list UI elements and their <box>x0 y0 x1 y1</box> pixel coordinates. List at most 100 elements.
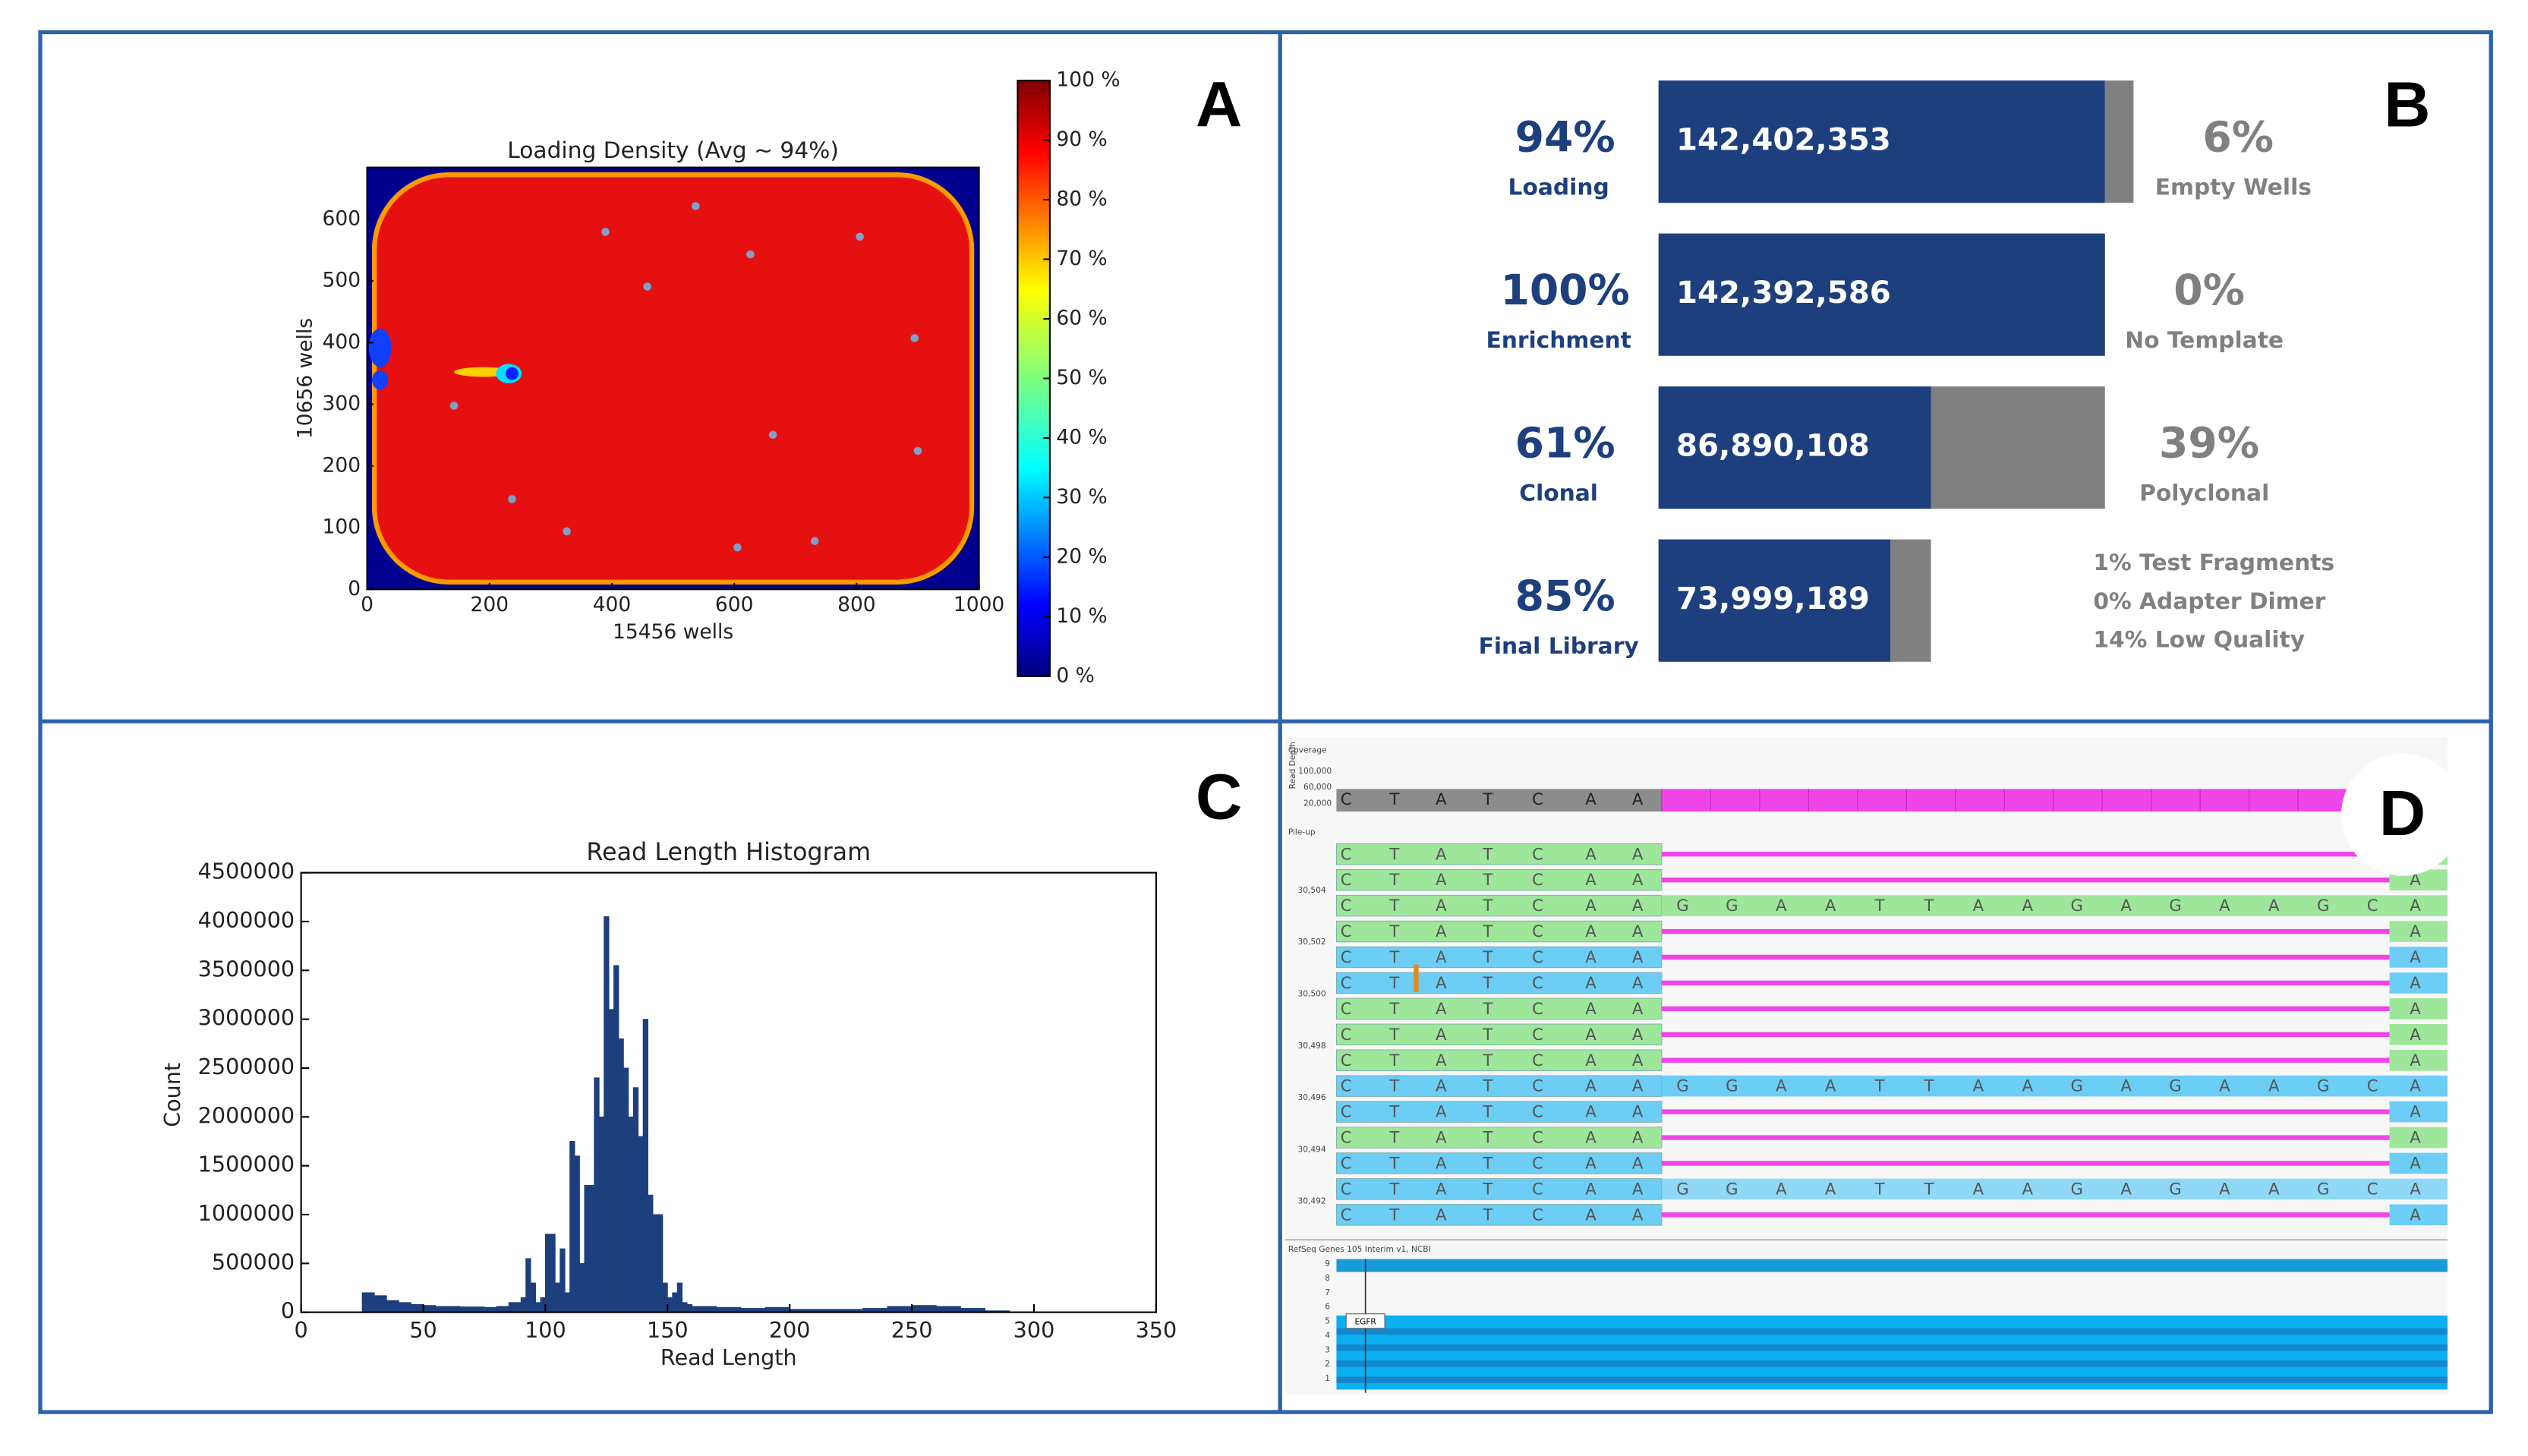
pileup-title: Pile-up <box>1288 828 1316 837</box>
read-right <box>2389 1101 2448 1123</box>
track-tick: 9 <box>1325 1259 1330 1268</box>
tail-base: A <box>2410 974 2421 993</box>
x-tick-label: 250 <box>891 1317 933 1343</box>
read-base: T <box>1482 845 1493 864</box>
insert-base: G <box>2169 1077 2181 1096</box>
read-right <box>2389 998 2448 1020</box>
insert-base: A <box>2268 1077 2280 1096</box>
note: 14% Low Quality <box>2093 627 2305 654</box>
read-base: C <box>1532 948 1543 967</box>
histogram-bar <box>569 1141 575 1313</box>
y-tick-label: 1500000 <box>198 1152 295 1177</box>
read-base: A <box>1632 1205 1644 1224</box>
read-insert <box>1661 1075 2448 1097</box>
funnel-segment <box>1658 386 1931 509</box>
colorbar-tick-label: 50 % <box>1056 366 1107 389</box>
read-base: A <box>1436 1155 1447 1174</box>
histogram-bar <box>628 1116 634 1313</box>
colorbar-tick-label: 10 % <box>1056 604 1107 628</box>
bar-value-label: 142,392,586 <box>1676 275 1891 310</box>
y-tick-label: 4000000 <box>198 907 295 933</box>
heatmap-body <box>377 177 969 580</box>
histogram-bar <box>887 1306 913 1313</box>
insert-base: T <box>1924 897 1935 916</box>
coverage-title: Coverage <box>1288 745 1327 755</box>
read-left <box>1336 894 1663 917</box>
tail-base: A <box>2410 1103 2421 1122</box>
insert-base: G <box>2070 1077 2082 1096</box>
read-base: A <box>1632 1180 1644 1199</box>
panel-letter: D <box>2379 777 2426 849</box>
read-base: C <box>1341 1051 1352 1070</box>
read-base: A <box>1585 1129 1597 1148</box>
read-left <box>1336 920 1663 943</box>
read-right <box>2389 1152 2448 1174</box>
colorbar-tick-label: 0 % <box>1056 663 1094 687</box>
read-base: A <box>1632 922 1644 941</box>
histogram-bar <box>657 1214 664 1313</box>
read-insert <box>1661 1178 2448 1200</box>
read-base: C <box>1532 1180 1543 1199</box>
remainder-percent: 6% <box>2202 114 2274 162</box>
tail-base: A <box>2410 897 2421 916</box>
track-tick: 6 <box>1325 1303 1330 1312</box>
read-base: C <box>1341 1155 1352 1174</box>
read-insert <box>1661 895 2448 916</box>
histogram-bar <box>682 1302 688 1313</box>
x-tick-label: 400 <box>593 593 632 616</box>
read-base: A <box>1632 1129 1644 1148</box>
read-base: A <box>1436 897 1447 916</box>
x-axis-label: Read Length <box>660 1344 797 1370</box>
read-base: A <box>1436 922 1447 941</box>
x-tick-label: 200 <box>769 1317 811 1343</box>
position-label: 30,502 <box>1298 938 1326 947</box>
plot-frame <box>366 166 980 591</box>
read-base: A <box>1632 948 1644 967</box>
histogram-bar <box>642 1019 648 1313</box>
stage-name: Clonal <box>1519 481 1598 507</box>
read-base: A <box>1632 871 1644 890</box>
histogram-bar <box>632 1087 639 1313</box>
histogram-bar <box>374 1295 387 1313</box>
read-base: T <box>1482 897 1493 916</box>
tail-base: A <box>2410 1026 2421 1045</box>
histogram-bar <box>604 916 610 1313</box>
funnel-segment <box>2104 80 2134 203</box>
read-base: A <box>1632 1000 1644 1019</box>
depth-tick: 100,000 <box>1298 767 1332 776</box>
insert-base: T <box>1874 897 1886 916</box>
read-base: T <box>1389 1155 1400 1174</box>
read-base: T <box>1389 1129 1400 1148</box>
histogram-bar <box>618 1038 624 1313</box>
read-base: A <box>1436 1103 1447 1122</box>
histogram-bar <box>471 1306 485 1313</box>
histogram-bar <box>386 1300 399 1313</box>
read-base: A <box>1585 922 1597 941</box>
insert-base: G <box>2070 1180 2082 1199</box>
stage-name: Final Library <box>1479 633 1639 660</box>
insert-base: C <box>2367 1180 2378 1199</box>
bar-value-label: 86,890,108 <box>1676 428 1870 464</box>
y-tick-label: 100 <box>323 515 361 539</box>
y-tick-label: 4500000 <box>198 859 295 884</box>
read-base: C <box>1341 1205 1352 1224</box>
x-tick-label: 0 <box>361 593 374 616</box>
heatmap-spot <box>856 232 864 241</box>
read-base: A <box>1436 1129 1447 1148</box>
y-tick-label: 200 <box>323 453 361 477</box>
tail-base: A <box>2410 1180 2421 1199</box>
histogram-bar <box>584 1184 590 1313</box>
read-base: C <box>1532 1026 1543 1045</box>
track-tick: 7 <box>1325 1288 1330 1297</box>
histogram-bar <box>520 1297 527 1313</box>
insert-base: A <box>1825 897 1836 916</box>
panel-letter: A <box>1196 68 1242 140</box>
x-tick-label: 600 <box>715 593 754 616</box>
colorbar-tick-label: 80 % <box>1056 188 1107 211</box>
read-left <box>1336 997 1663 1020</box>
y-tick-label: 600 <box>323 206 361 230</box>
read-left <box>1336 1049 1663 1071</box>
stage-percent: 61% <box>1515 420 1615 468</box>
insert-base: A <box>2120 1077 2132 1096</box>
y-tick-label: 0 <box>348 577 361 600</box>
